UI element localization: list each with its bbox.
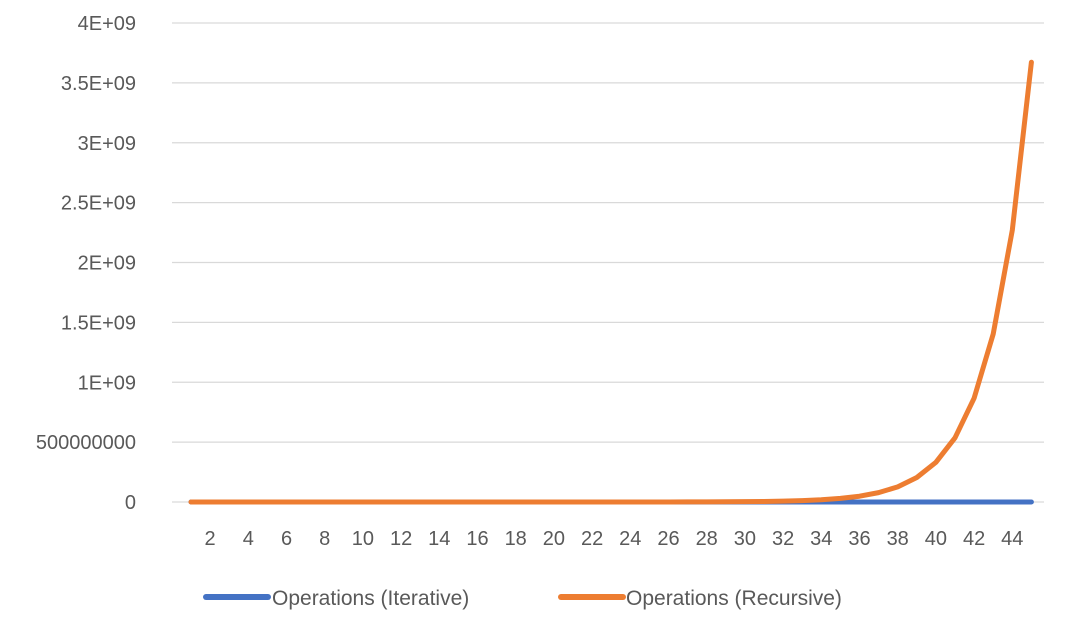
x-axis-tick-labels: 2 4 6 8 10 12 14 16 18 20 22 24 26 28 30 32 34 36 38 40 42 44 <box>205 528 1024 550</box>
x-tick-label: 8 <box>319 528 330 550</box>
y-tick-label: 1E+09 <box>78 372 136 394</box>
x-tick-label: 6 <box>281 528 292 550</box>
x-tick-label: 14 <box>428 528 450 550</box>
y-tick-label: 1.5E+09 <box>61 312 136 334</box>
y-tick-label: 2.5E+09 <box>61 193 136 215</box>
gridlines <box>172 22 1044 503</box>
series-lines <box>188 59 1034 505</box>
x-tick-label: 20 <box>543 528 565 550</box>
y-tick-label: 4E+09 <box>78 13 136 35</box>
x-tick-label: 36 <box>848 528 870 550</box>
series-line-recursive <box>188 59 1034 505</box>
y-axis-tick-labels: 0 500000000 1E+09 1.5E+09 2E+09 2.5E+09 3E+09 3… <box>36 13 136 514</box>
y-tick-label: 500000000 <box>36 432 136 454</box>
x-tick-label: 10 <box>352 528 374 550</box>
y-tick-label: 3.5E+09 <box>61 73 136 95</box>
y-tick-label: 0 <box>125 492 136 514</box>
x-tick-label: 44 <box>1001 528 1023 550</box>
x-tick-label: 12 <box>390 528 412 550</box>
x-tick-label: 34 <box>810 528 832 550</box>
x-tick-label: 28 <box>696 528 718 550</box>
legend: Operations (Iterative) Operations (Recur… <box>203 587 842 610</box>
x-tick-label: 42 <box>963 528 985 550</box>
x-tick-label: 32 <box>772 528 794 550</box>
x-tick-label: 2 <box>205 528 216 550</box>
x-tick-label: 30 <box>734 528 756 550</box>
y-tick-label: 2E+09 <box>78 253 136 275</box>
x-tick-label: 22 <box>581 528 603 550</box>
y-tick-label: 3E+09 <box>78 133 136 155</box>
x-tick-label: 40 <box>925 528 947 550</box>
x-tick-label: 26 <box>657 528 679 550</box>
legend-label-recursive: Operations (Recursive) <box>626 587 842 610</box>
x-tick-label: 16 <box>466 528 488 550</box>
x-tick-label: 4 <box>243 528 254 550</box>
x-tick-label: 24 <box>619 528 641 550</box>
legend-label-iterative: Operations (Iterative) <box>272 587 469 610</box>
x-tick-label: 38 <box>887 528 909 550</box>
x-tick-label: 18 <box>505 528 527 550</box>
